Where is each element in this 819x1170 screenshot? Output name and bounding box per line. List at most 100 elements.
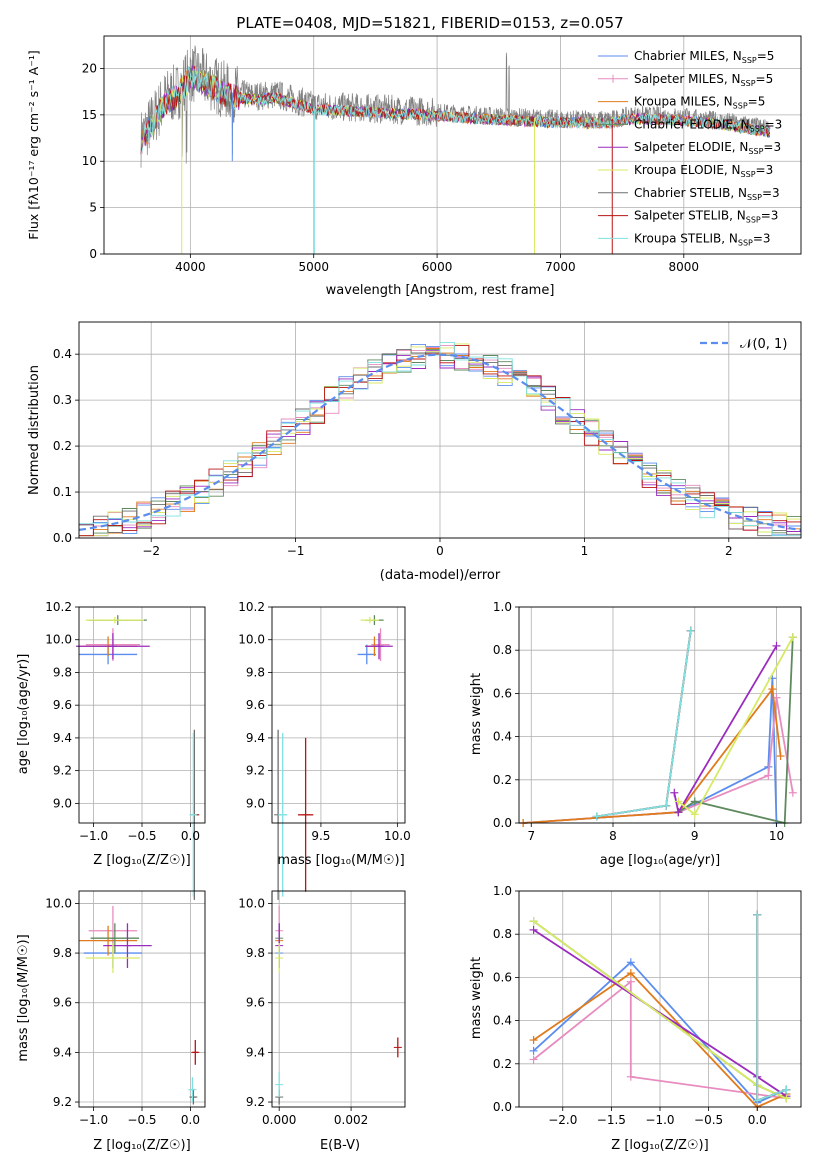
legend-label-sub: SSP	[747, 193, 762, 202]
panel-spectrum: 4000 5000 6000 7000 8000 0 5 10 15 20	[82, 35, 802, 274]
y-tick-label: 0.4	[493, 1014, 512, 1028]
legend-label-main: Salpeter STELIB, N	[634, 209, 746, 223]
legend-label-tail: =3	[753, 231, 771, 245]
y-tick-label: 9.4	[246, 731, 265, 745]
x-tick-label: 6000	[422, 260, 453, 274]
x-tick-label: 9.5	[311, 829, 330, 843]
series-2	[519, 685, 785, 827]
x-tick-label: 1	[581, 544, 589, 558]
data-point-8	[278, 733, 288, 897]
legend-label-main: Kroupa ELODIE, N	[634, 163, 741, 177]
data-point-7	[393, 1037, 402, 1058]
legend-label-main: Salpeter MILES, N	[634, 72, 741, 86]
x-tick-label: 4000	[175, 260, 206, 274]
x-tick-label: 0.000	[262, 1113, 296, 1127]
y-tick-label: 9.2	[53, 764, 72, 778]
data-point-4	[76, 633, 150, 660]
y-tick-label: 9.0	[246, 796, 265, 810]
y-tick-label: 9.4	[246, 1045, 265, 1059]
legend-label-tail: =5	[757, 49, 775, 63]
y-tick-label: 1.0	[493, 600, 512, 614]
legend-label-sub: SSP	[741, 79, 756, 88]
legend-label: Salpeter ELODIE, NSSP=3	[634, 140, 781, 156]
gridlines	[519, 890, 801, 1108]
legend-label-sub: SSP	[748, 147, 763, 156]
legend-label: Chabrier MILES, NSSP=5	[634, 49, 774, 65]
gridlines	[519, 606, 801, 824]
y-axis-label: mass weight	[469, 673, 484, 755]
series-5	[674, 633, 797, 819]
x-tick-label: 5000	[298, 260, 329, 274]
data-point-5	[360, 616, 380, 624]
y-tick-label: 10.0	[238, 896, 265, 910]
y-tick-label: 9.4	[53, 731, 72, 745]
y-tick-label: 9.0	[53, 796, 72, 810]
series-8	[753, 910, 791, 1105]
y-tick-label: 9.8	[53, 665, 72, 679]
x-tick-label: 2	[725, 544, 733, 558]
data-point-4	[103, 923, 152, 968]
data-point-7	[297, 737, 314, 892]
histogram-step-5	[79, 343, 801, 537]
legend-label-main: Kroupa MILES, N	[634, 95, 733, 109]
y-tick-label: 0.4	[493, 730, 512, 744]
axes: 7 8 9 10 0.0 0.2 0.4 0.6 0.8 1.0	[493, 600, 802, 843]
series-0	[519, 674, 781, 827]
legend-label-sub: SSP	[746, 216, 761, 225]
legend-label: Salpeter MILES, NSSP=5	[634, 72, 773, 88]
x-tick-label: 0.0	[181, 1113, 200, 1127]
gridlines	[79, 606, 205, 823]
panel-age_vs_mass: 9.5 10.0 9.0 9.2 9.4 9.6 9.8 10.0 10.2	[238, 600, 411, 900]
axes-frame	[271, 890, 406, 1108]
data-point-8	[189, 733, 198, 897]
data-point-4	[365, 633, 393, 660]
x-axis-label: age [log₁₀(age/yr)]	[600, 853, 721, 868]
y-tick-label: 9.2	[53, 1095, 72, 1109]
y-tick-label: 0.6	[493, 970, 512, 984]
y-tick-label: 0	[89, 247, 97, 261]
data-point-7	[191, 1039, 200, 1065]
y-tick-label: 0.0	[493, 1100, 512, 1114]
y-tick-label: 10.0	[45, 896, 72, 910]
data-point-8	[275, 1072, 284, 1098]
x-tick-label: −0.5	[127, 829, 156, 843]
axes: −1.0 −0.5 0.0 9.2 9.4 9.6 9.8 10.0	[45, 890, 206, 1127]
axes-frame	[78, 321, 802, 539]
axes: −2.0 −1.5 −1.0 −0.5 0.0 0.0 0.2 0.4 0.6 0.8 1.0	[493, 884, 802, 1127]
x-tick-label: 8	[609, 829, 617, 843]
data-point-3	[90, 923, 140, 954]
y-tick-label: 10	[82, 154, 97, 168]
series-4	[670, 641, 781, 817]
axes-frame	[518, 606, 802, 824]
data-point-6	[189, 1089, 198, 1105]
x-tick-label: 0.0	[181, 829, 200, 843]
legend-label-tail: =5	[748, 95, 766, 109]
legend-label: Kroupa STELIB, NSSP=3	[634, 231, 771, 247]
x-tick-label: 0.0	[748, 1113, 767, 1127]
legend-label-main: Chabrier MILES, N	[634, 49, 742, 63]
plot-area	[79, 342, 801, 537]
y-axis-label: age [log₁₀(age/yr)]	[16, 654, 31, 775]
y-tick-label: 0.2	[493, 773, 512, 787]
legend-label-sub: SSP	[741, 170, 756, 179]
series-7	[753, 910, 791, 1105]
legend-label: 𝒩(0, 1)	[740, 337, 787, 352]
axes: 4000 5000 6000 7000 8000 0 5 10 15 20	[82, 35, 802, 274]
x-axis-label: mass [log₁₀(M/M☉)]	[277, 853, 404, 868]
series-line	[756, 914, 787, 1102]
model-line-8	[140, 66, 771, 155]
y-tick-label: 0.6	[493, 686, 512, 700]
x-tick-label: −1.0	[79, 1113, 108, 1127]
legend-label-tail: =3	[765, 117, 783, 131]
x-tick-label: 8000	[669, 260, 700, 274]
legend-label: Chabrier ELODIE, NSSP=3	[634, 117, 782, 133]
y-tick-label: 10.2	[238, 600, 265, 614]
legend-label-sub: SSP	[733, 102, 748, 111]
series-line	[533, 979, 787, 1100]
data-point-5	[85, 616, 144, 624]
legend-label-sub: SSP	[742, 56, 757, 65]
x-tick-label: 10	[769, 829, 784, 843]
plot-area	[140, 45, 771, 254]
series-line	[756, 914, 787, 1102]
